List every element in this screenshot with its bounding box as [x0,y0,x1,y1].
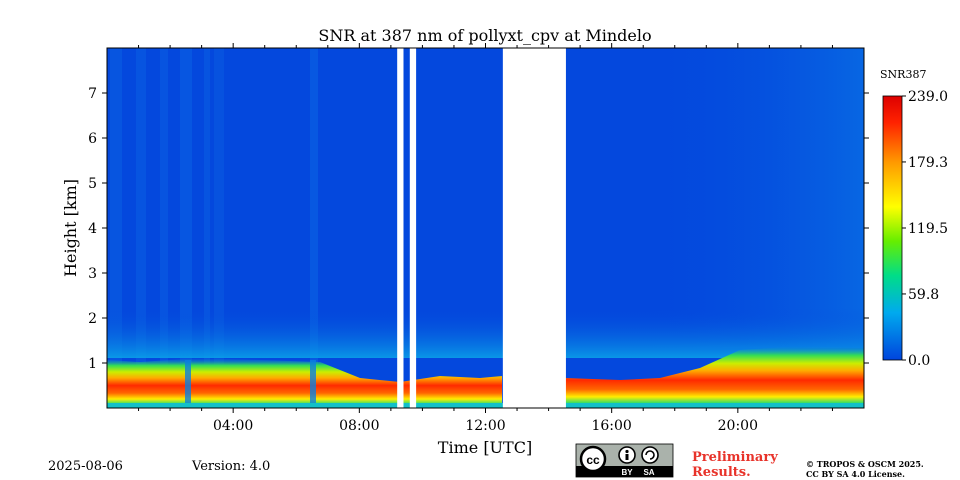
colorbar [882,95,903,361]
x-tick-label: 16:00 [591,418,631,434]
morning-streaks [110,48,318,388]
footer-date: 2025-08-06 [48,459,123,474]
colorbar-tick-label: 179.3 [908,155,948,171]
y-axis-label: Height [km] [61,179,80,277]
copyright-line-2: CC BY SA 4.0 License. [806,469,905,479]
cc-icon [579,445,607,473]
sa-share-icon [641,446,659,464]
low-level-halo [107,308,864,358]
y-axis: 1 2 3 4 5 6 7 [88,86,869,372]
y-tick-label: 1 [88,356,97,372]
data-gap-3 [502,48,566,408]
x-tick-label: 08:00 [339,418,379,434]
cc-license-badge[interactable]: cc BY SA [575,443,674,478]
heatmap-area [107,48,864,408]
data-gap-1 [397,48,404,408]
x-axis-label: Time [UTC] [438,438,532,457]
y-tick-label: 6 [88,131,97,147]
x-tick-label: 20:00 [718,418,758,434]
sa-text: SA [643,468,654,477]
footer-version: Version: 4.0 [191,459,270,474]
bottom-strip [107,403,864,408]
x-tick-label: 04:00 [213,418,253,434]
x-tick-label: 12:00 [465,418,505,434]
data-gaps [397,48,566,408]
morning-notch-2 [310,360,316,408]
colorbar-tick-label: 119.5 [908,221,948,237]
colorbar-tick-label: 239.0 [908,89,948,105]
evening-halo [640,48,864,348]
data-gap-2 [409,48,417,408]
minor-ticks [138,45,833,411]
y-tick-label: 4 [88,221,97,237]
colorbar-label: SNR387 [880,68,926,81]
results-label: Results. [692,465,751,480]
x-axis: 04:00 08:00 12:00 16:00 20:00 [213,43,758,434]
morning-notch-1 [185,360,191,408]
y-tick-label: 7 [88,86,97,102]
preliminary-label: Preliminary [692,450,778,465]
by-text: BY [621,468,633,477]
cc-text: cc [586,453,600,467]
surface-layer-evening [565,346,864,408]
y-tick-label: 2 [88,311,97,327]
chart-title: SNR at 387 nm of pollyxt_cpv at Mindelo [318,26,651,45]
y-tick-label: 5 [88,176,97,192]
y-tick-label: 3 [88,266,97,282]
colorbar-tick-label: 59.8 [908,287,939,303]
colorbar-ticks: 239.0 179.3 119.5 59.8 0.0 [902,89,948,369]
copyright-line-1: © TROPOS & OSCM 2025. [806,459,924,469]
colorbar-tick-label: 0.0 [908,353,930,369]
